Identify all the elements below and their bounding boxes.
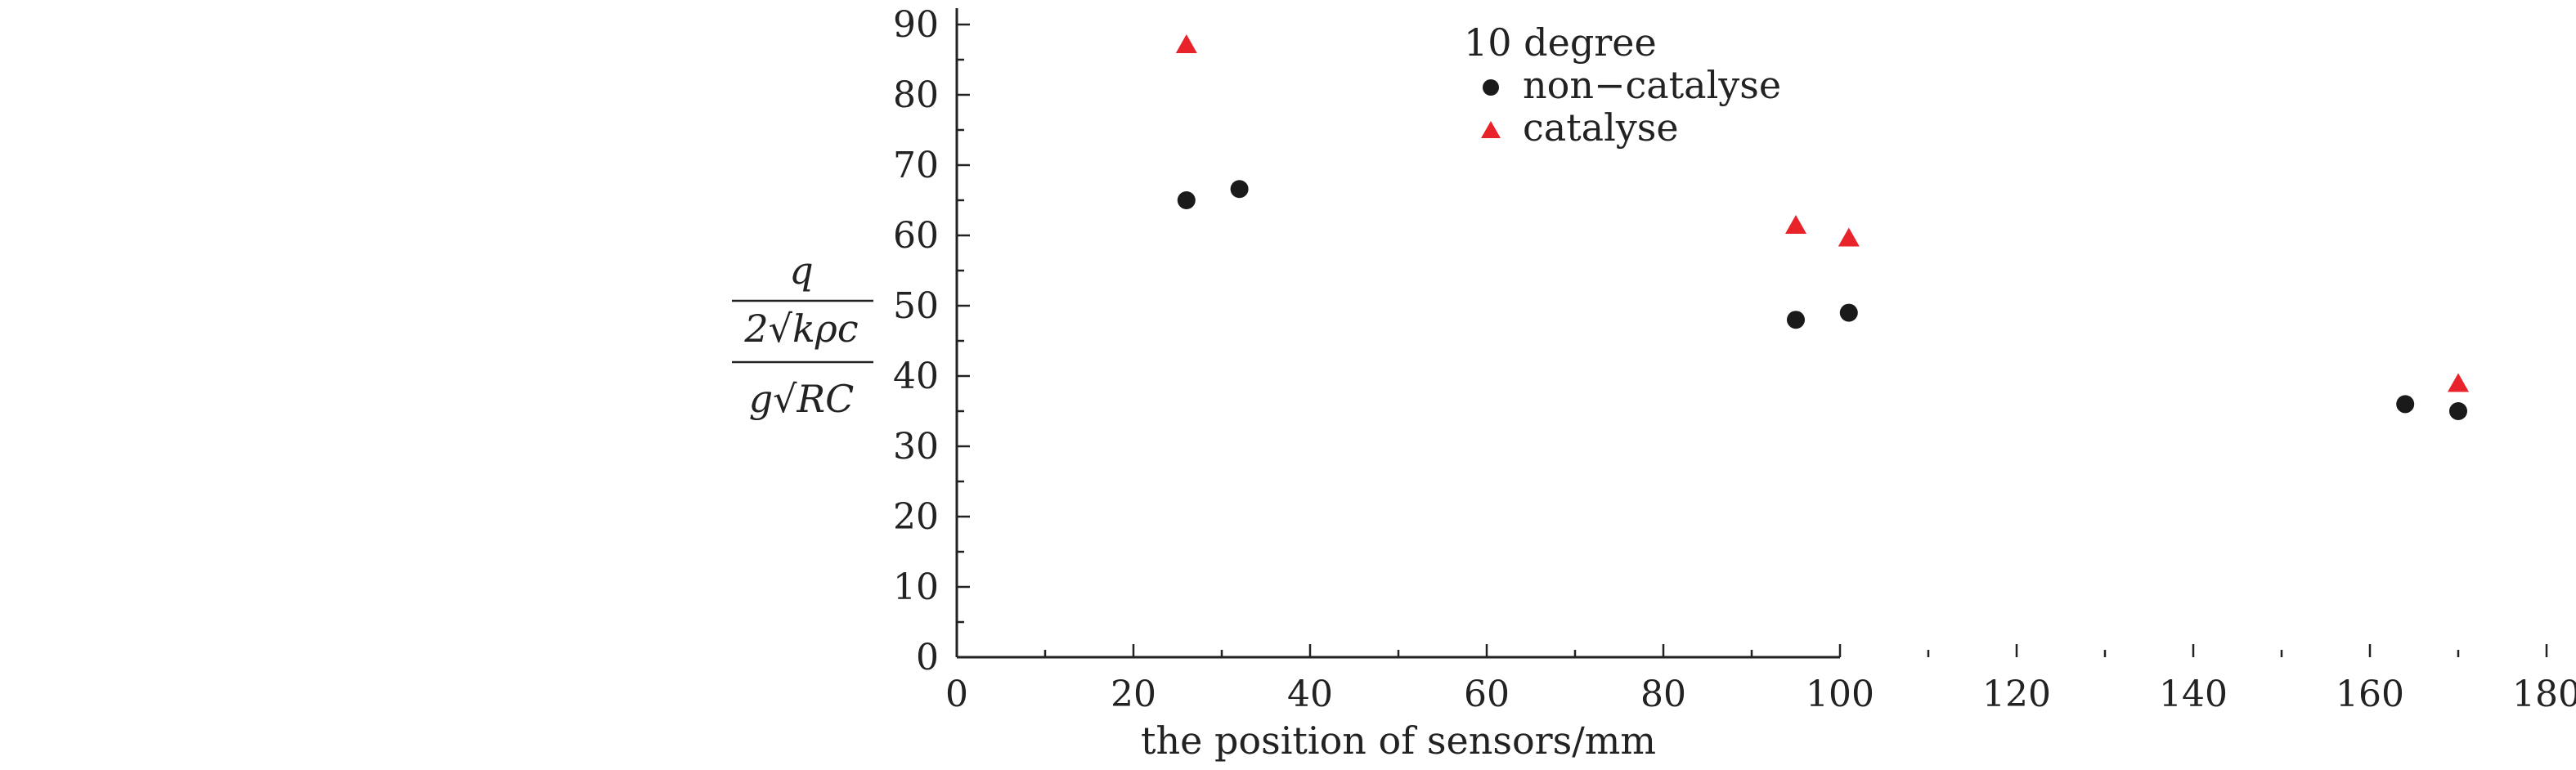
x-tick-label: 180 [2512, 674, 2576, 715]
x-tick-label: 0 [945, 674, 968, 715]
y-axis-title-numerator: q [789, 248, 813, 293]
series-catalyse [1175, 34, 2469, 392]
x-tick-label: 140 [2159, 674, 2228, 715]
x-tick-label: 20 [1111, 674, 1156, 715]
y-tick-label: 80 [893, 74, 939, 116]
data-point-catalyse [1785, 215, 1806, 235]
y-tick-label: 90 [893, 4, 939, 46]
legend-label-non-catalyse: non−catalyse [1523, 63, 1781, 107]
x-tick-label: 60 [1464, 674, 1510, 715]
legend: 10 degree non−catalyse catalyse [1464, 20, 1781, 150]
y-axis-title-denominator: g√RC [749, 377, 855, 421]
y-tick-label: 60 [893, 215, 939, 257]
data-point-catalyse [1175, 34, 1197, 53]
x-tick-label: 100 [1806, 674, 1874, 715]
y-tick-label: 50 [893, 285, 939, 327]
x-axis-title: the position of sensors/mm [1141, 719, 1656, 763]
x-tick-label: 40 [1287, 674, 1333, 715]
legend-marker-triangle [1481, 121, 1501, 138]
y-tick-label: 20 [893, 496, 939, 538]
y-axis-title: q 2√kρc g√RC [732, 248, 873, 421]
data-point-non-catalyse [1787, 311, 1805, 329]
legend-marker-circle [1483, 79, 1499, 96]
y-axis-ticks: 0 10 20 30 40 50 60 70 80 90 [893, 4, 970, 678]
y-tick-label: 10 [893, 566, 939, 608]
data-point-catalyse [1838, 227, 1860, 247]
data-point-non-catalyse [1230, 180, 1249, 199]
legend-label-catalyse: catalyse [1523, 105, 1679, 150]
x-axis-ticks: 0 20 40 60 80 100 120 140 160 180 [945, 644, 2576, 715]
data-point-catalyse [2448, 373, 2469, 392]
x-tick-label: 160 [2336, 674, 2404, 715]
series-non-catalyse [1177, 180, 2467, 420]
x-tick-label: 120 [1982, 674, 2051, 715]
data-point-non-catalyse [2449, 402, 2467, 420]
y-tick-label: 40 [893, 356, 939, 397]
x-tick-label: 80 [1640, 674, 1686, 715]
data-point-non-catalyse [1177, 191, 1196, 209]
y-tick-label: 70 [893, 145, 939, 186]
y-tick-label: 30 [893, 426, 939, 468]
y-axis-title-middle: 2√kρc [743, 307, 858, 351]
y-tick-label: 0 [916, 637, 939, 678]
data-point-non-catalyse [1839, 303, 1858, 322]
data-point-non-catalyse [2396, 395, 2415, 414]
legend-title: 10 degree [1464, 20, 1657, 65]
